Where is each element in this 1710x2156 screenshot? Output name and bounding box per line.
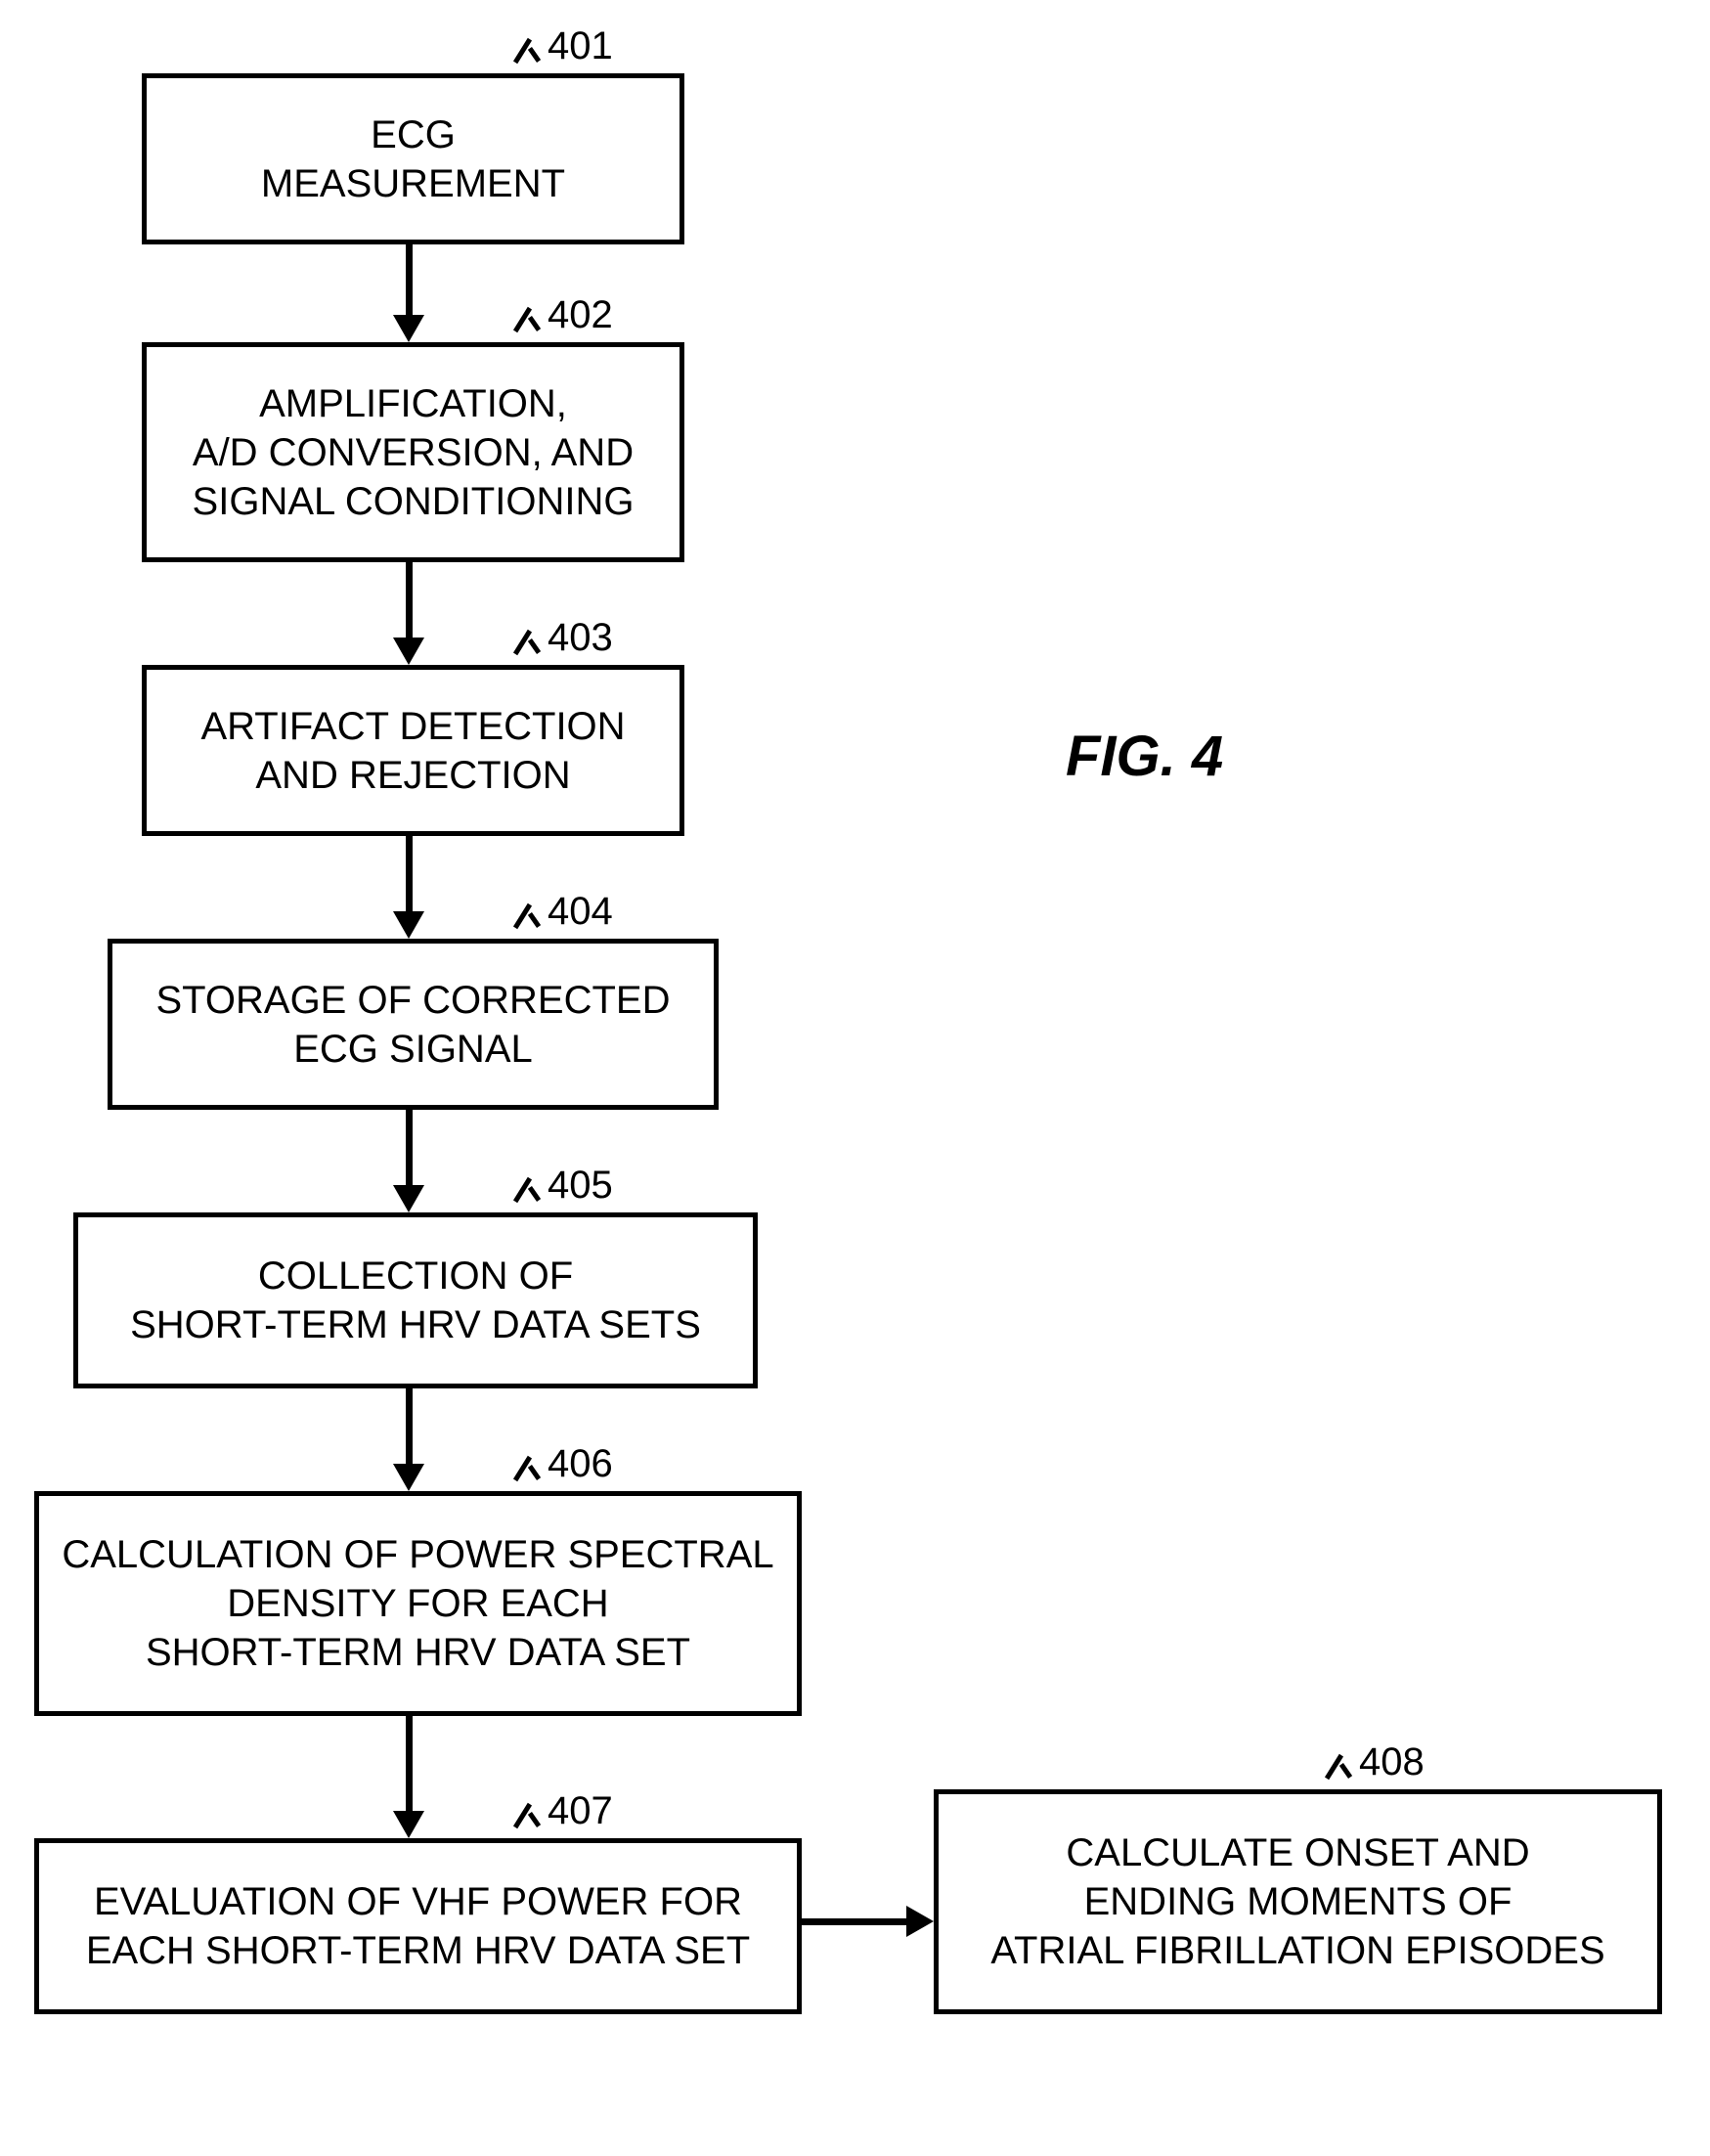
label-407: 407 — [548, 1789, 613, 1833]
label-402: 402 — [548, 293, 613, 337]
flowchart-container: ECGMEASUREMENT 401 AMPLIFICATION,A/D CON… — [0, 0, 1710, 2156]
node-405-text: COLLECTION OFSHORT-TERM HRV DATA SETS — [130, 1252, 701, 1349]
node-403: ARTIFACT DETECTIONAND REJECTION — [142, 665, 684, 836]
arrow-403-404-head — [393, 911, 424, 939]
arrow-406-407-head — [393, 1811, 424, 1838]
arrow-404-405-line — [406, 1110, 413, 1185]
tick-405 — [518, 1180, 542, 1200]
label-405: 405 — [548, 1164, 613, 1208]
node-404: STORAGE OF CORRECTEDECG SIGNAL — [108, 939, 719, 1110]
arrow-407-408-head — [906, 1906, 934, 1937]
node-405: COLLECTION OFSHORT-TERM HRV DATA SETS — [73, 1212, 758, 1388]
tick-408 — [1330, 1757, 1353, 1777]
node-401: ECGMEASUREMENT — [142, 73, 684, 244]
label-406: 406 — [548, 1442, 613, 1486]
arrow-404-405-head — [393, 1185, 424, 1212]
tick-402 — [518, 310, 542, 330]
node-408-text: CALCULATE ONSET ANDENDING MOMENTS OFATRI… — [990, 1828, 1604, 1975]
node-406: CALCULATION OF POWER SPECTRALDENSITY FOR… — [34, 1491, 802, 1716]
arrow-403-404-line — [406, 836, 413, 911]
figure-caption: FIG. 4 — [1066, 724, 1223, 789]
node-403-text: ARTIFACT DETECTIONAND REJECTION — [200, 702, 625, 800]
arrow-407-408-line — [802, 1918, 906, 1925]
node-406-text: CALCULATION OF POWER SPECTRALDENSITY FOR… — [62, 1530, 773, 1677]
tick-403 — [518, 633, 542, 652]
node-404-text: STORAGE OF CORRECTEDECG SIGNAL — [156, 976, 671, 1074]
node-407: EVALUATION OF VHF POWER FOREACH SHORT-TE… — [34, 1838, 802, 2014]
tick-404 — [518, 906, 542, 926]
tick-406 — [518, 1459, 542, 1478]
tick-401 — [518, 41, 542, 61]
arrow-401-402-head — [393, 315, 424, 342]
node-408: CALCULATE ONSET ANDENDING MOMENTS OFATRI… — [934, 1789, 1662, 2014]
node-401-text: ECGMEASUREMENT — [261, 110, 565, 208]
arrow-405-406-head — [393, 1464, 424, 1491]
arrow-405-406-line — [406, 1388, 413, 1464]
node-407-text: EVALUATION OF VHF POWER FOREACH SHORT-TE… — [86, 1877, 750, 1975]
arrow-401-402-line — [406, 244, 413, 315]
label-401: 401 — [548, 24, 613, 68]
label-403: 403 — [548, 616, 613, 660]
tick-407 — [518, 1806, 542, 1826]
label-408: 408 — [1359, 1740, 1425, 1784]
node-402: AMPLIFICATION,A/D CONVERSION, ANDSIGNAL … — [142, 342, 684, 562]
label-404: 404 — [548, 890, 613, 934]
arrow-402-403-line — [406, 562, 413, 638]
node-402-text: AMPLIFICATION,A/D CONVERSION, ANDSIGNAL … — [193, 379, 635, 526]
arrow-402-403-head — [393, 638, 424, 665]
arrow-406-407-line — [406, 1716, 413, 1811]
